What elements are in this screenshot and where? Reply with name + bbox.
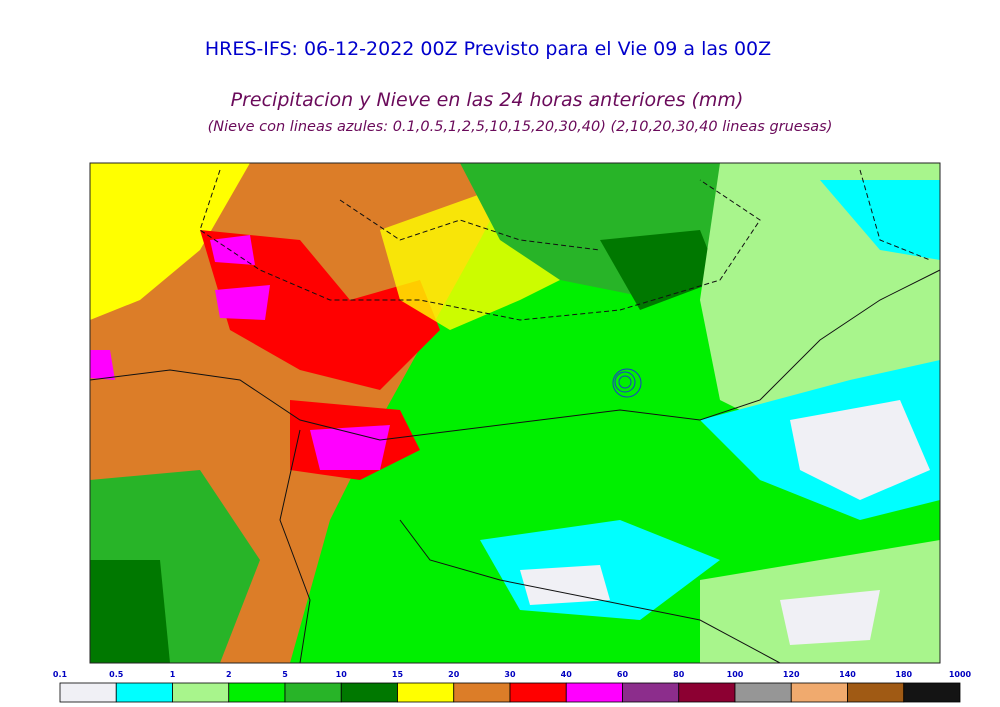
colorbar-swatch [115, 682, 173, 703]
colorbar-swatch [228, 682, 286, 703]
colorbar-swatch [340, 682, 398, 703]
colorbar-swatch [509, 682, 567, 703]
colorbar-label: 20 [448, 670, 460, 679]
colorbar-label: 5 [282, 670, 288, 679]
colorbar-swatch [172, 682, 230, 703]
colorbar-swatch [565, 682, 623, 703]
colorbar-swatch [397, 682, 455, 703]
colorbar-swatch [903, 682, 961, 703]
colorbar-label: 10 [336, 670, 348, 679]
colorbar-label: 2 [226, 670, 232, 679]
colorbar-swatch [453, 682, 511, 703]
subtitle: Precipitacion y Nieve en las 24 horas an… [231, 89, 744, 111]
title: HRES-IFS: 06-12-2022 00Z Previsto para e… [205, 38, 771, 60]
colorbar-label: 1 [170, 670, 176, 679]
colorbar-swatch [622, 682, 680, 703]
colorbar-label: 1000 [949, 670, 972, 679]
colorbar-label: 0.5 [109, 670, 124, 679]
colorbar-label: 0.1 [53, 670, 68, 679]
colorbar: 0.1 0.5 1 2 5 10 15 20 30 40 60 80 100 120 140 180 1000 [53, 670, 972, 703]
map-frame [89, 162, 941, 664]
colorbar-swatch [734, 682, 792, 703]
colorbar-label: 140 [839, 670, 856, 679]
colorbar-swatch [790, 682, 848, 703]
note: (Nieve con lineas azules: 0.1,0.5,1,2,5,… [208, 119, 833, 135]
colorbar-swatch [59, 682, 117, 703]
map [89, 162, 941, 664]
colorbar-swatch [284, 682, 342, 703]
colorbar-label: 80 [673, 670, 685, 679]
colorbar-label: 15 [392, 670, 404, 679]
colorbar-label: 180 [895, 670, 912, 679]
colorbar-label: 100 [727, 670, 744, 679]
colorbar-swatch [847, 682, 905, 703]
colorbar-label: 120 [783, 670, 800, 679]
colorbar-label: 40 [561, 670, 573, 679]
colorbar-label: 60 [617, 670, 629, 679]
colorbar-swatch [678, 682, 736, 703]
colorbar-label: 30 [504, 670, 516, 679]
